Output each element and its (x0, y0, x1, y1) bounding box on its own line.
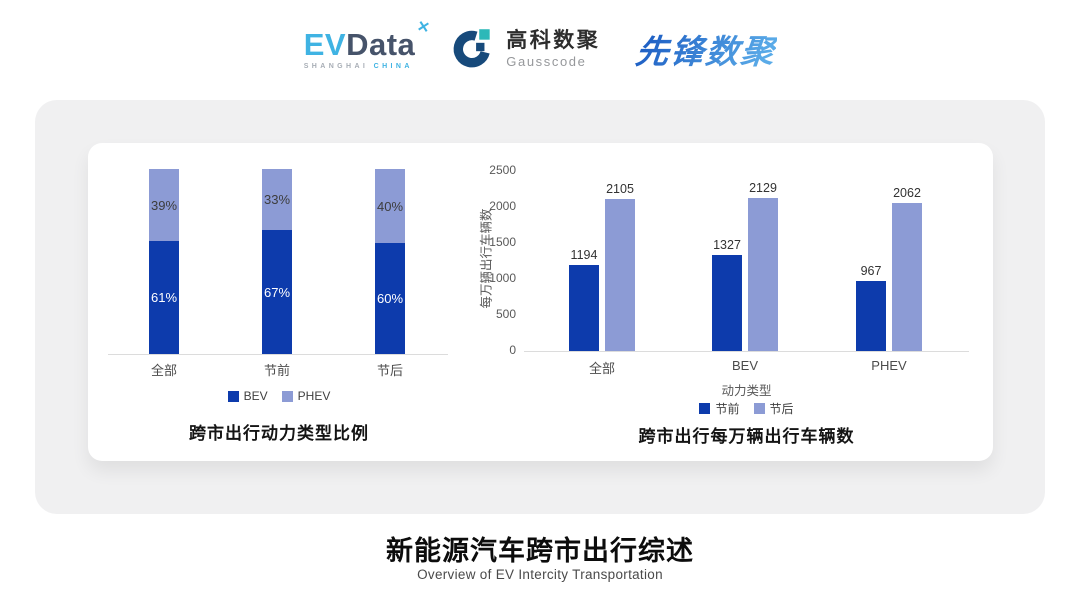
legend-label: PHEV (297, 389, 331, 403)
evdata-ev-text: EV (303, 26, 347, 62)
bar-pre-holiday (856, 281, 886, 351)
category-label: 节后 (376, 363, 403, 378)
bar-value-label: 2129 (749, 181, 777, 195)
bar-pre-holiday (569, 265, 599, 351)
grouped-chart-title: 跨市出行每万辆出行车辆数 (638, 427, 855, 446)
charts-card: 39% 61% 全部 33% 67% 节前 40% 60% 节后 BEV PHEV 跨市出行动力类型比… (88, 143, 993, 461)
stacked-bar: 39% 61% (149, 169, 179, 354)
legend-swatch (227, 390, 239, 402)
bar-segment-bev: 61% (149, 241, 179, 354)
legend-item: PHEV (281, 389, 331, 403)
gausscode-en-text: Gausscode (506, 54, 587, 70)
bar-pre-holiday (712, 255, 742, 351)
stacked-bar: 40% 60% (375, 169, 405, 354)
y-tick-label: 2000 (489, 199, 516, 213)
bar-value-label: 1327 (713, 238, 741, 252)
gausscode-logo: 高科数聚 Gausscode (451, 24, 600, 75)
category-label: BEV (731, 358, 758, 373)
chart-legend: 节前 节后 (524, 400, 969, 417)
x-axis-line (524, 351, 969, 352)
legend-item: 节后 (753, 400, 794, 417)
evdata-logo: EVData ✕ SHANGHAI CHINA (303, 17, 432, 70)
legend-item: 节前 (699, 400, 740, 417)
gausscode-text: 高科数聚 Gausscode (506, 29, 600, 69)
legend-swatch (281, 390, 293, 402)
bar-segment-phev: 40% (375, 169, 405, 243)
bar-post-holiday (605, 199, 635, 351)
bar-post-holiday (748, 198, 778, 351)
y-tick-label: 1000 (489, 271, 516, 285)
gausscode-cn-text: 高科数聚 (506, 28, 601, 52)
xianfeng-logo: 先锋数聚 (634, 25, 779, 73)
evdata-china-text: CHINA (373, 62, 413, 70)
category-label: 全部 (588, 361, 615, 376)
bar-value-label: 2062 (893, 186, 921, 200)
bar-segment-bev: 67% (262, 230, 292, 354)
legend-item: BEV (227, 389, 268, 403)
legend-swatch (753, 403, 765, 414)
legend-label: 节前 (715, 402, 740, 416)
gausscode-g-icon (451, 24, 497, 75)
category-label: 节前 (263, 363, 290, 378)
report-panel: 39% 61% 全部 33% 67% 节前 40% 60% 节后 BEV PHEV 跨市出行动力类型比… (35, 100, 1045, 514)
y-tick-label: 1500 (489, 235, 516, 249)
page-title: 新能源汽车跨市出行综述 (386, 536, 694, 566)
y-tick-label: 0 (509, 343, 516, 357)
legend-swatch (699, 403, 711, 414)
category-label: PHEV (871, 358, 907, 373)
stacked-bar: 33% 67% (262, 169, 292, 354)
bar-value-label: 1194 (570, 248, 598, 262)
legend-label: BEV (243, 389, 268, 403)
bar-segment-bev: 60% (375, 243, 405, 354)
evdata-data-text: Data (346, 26, 416, 62)
bar-value-label: 2105 (606, 182, 634, 196)
x-star-icon: ✕ (415, 17, 432, 37)
chart-legend: BEV PHEV (88, 389, 470, 403)
y-axis-label: 每万辆出行车辆数 (479, 208, 494, 309)
logo-bar: EVData ✕ SHANGHAI CHINA 高科数聚 Gausscode 先… (0, 16, 1080, 82)
y-tick-label: 2500 (489, 163, 516, 177)
page-subtitle: Overview of EV Intercity Transportation (417, 567, 663, 582)
evdata-wordmark: EVData ✕ (303, 17, 432, 62)
evdata-subtitle: SHANGHAI CHINA (304, 63, 413, 70)
evdata-shanghai-text: SHANGHAI (303, 62, 369, 70)
legend-label: 节后 (769, 402, 794, 416)
bar-post-holiday (892, 203, 922, 351)
x-axis-line (108, 354, 448, 355)
stacked-chart-title: 跨市出行动力类型比例 (189, 424, 369, 443)
y-tick-label: 500 (495, 307, 516, 321)
bar-segment-phev: 39% (149, 169, 179, 241)
bar-value-label: 967 (860, 264, 882, 278)
x-axis-label: 动力类型 (721, 384, 772, 398)
category-label: 全部 (150, 363, 177, 378)
bar-segment-phev: 33% (262, 169, 292, 230)
